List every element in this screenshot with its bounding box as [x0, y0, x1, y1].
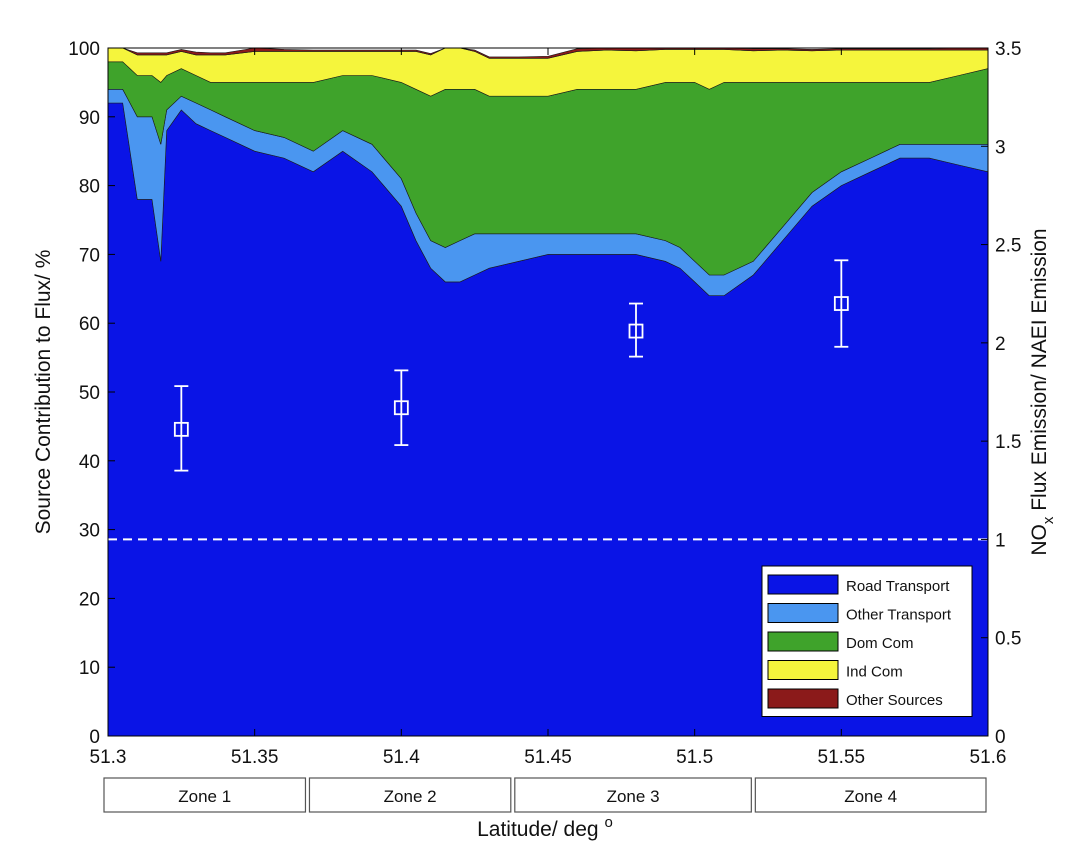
flux-ratio-point	[628, 302, 644, 358]
x-tick-label: 51.6	[970, 747, 1007, 768]
zone-bar: Zone 1 Zone 2 Zone 3 Zone 4	[103, 777, 987, 813]
y-tick-label: 30	[79, 521, 100, 542]
y-tick-label: 20	[79, 589, 100, 610]
zone-1: Zone 1	[103, 777, 307, 813]
flux-ratio-point	[393, 369, 409, 446]
y2-tick-label: 1.5	[995, 432, 1021, 453]
point-marker	[173, 421, 189, 437]
y-tick-label: 10	[79, 658, 100, 679]
x-tick-label: 51.55	[818, 747, 866, 768]
legend-swatch-road-transport	[767, 574, 839, 595]
y-tick-label: 80	[79, 177, 100, 198]
zone-2: Zone 2	[308, 777, 512, 813]
y2-axis-ticks: 0 0.5 1 1.5 2 2.5 3 3.5	[981, 39, 1021, 748]
y-tick-label: 90	[79, 108, 100, 129]
flux-ratio-point	[833, 259, 849, 348]
y-tick-label: 0	[89, 727, 100, 748]
zone-box	[103, 777, 307, 813]
y-tick-label: 70	[79, 245, 100, 266]
zone-3: Zone 3	[514, 777, 752, 813]
legend-swatch-other-transport	[767, 603, 839, 623]
point-marker	[833, 296, 849, 311]
y-tick-label: 60	[79, 314, 100, 335]
legend-label-road-transport: Road Transport	[846, 578, 950, 595]
y-axis-ticks: 0 10 20 30 40 50 60 70 80 90 100	[68, 39, 115, 748]
y-tick-label: 50	[79, 383, 100, 404]
legend-swatch-ind-com	[767, 660, 839, 680]
y2-tick-label: 1	[995, 530, 1006, 551]
y-tick-label: 100	[68, 39, 100, 60]
flux-ratio-points	[173, 259, 849, 472]
y2-tick-label: 0	[995, 727, 1006, 748]
x-tick-label: 51.45	[524, 747, 572, 768]
y2-axis-title-subscript: x	[1040, 516, 1057, 524]
legend-label-ind-com: Ind Com	[846, 664, 903, 681]
x-tick-label: 51.3	[90, 747, 127, 768]
zone-label: Zone 2	[384, 787, 437, 806]
legend-swatch-dom-com	[767, 631, 839, 652]
y-tick-label: 40	[79, 452, 100, 473]
zone-4: Zone 4	[754, 777, 987, 813]
y2-tick-label: 3.5	[995, 39, 1021, 60]
legend-swatch-other-sources	[767, 688, 839, 709]
y2-axis-title-species: NO	[1028, 524, 1051, 556]
zone-label: Zone 4	[844, 787, 897, 806]
flux-ratio-point	[173, 385, 189, 472]
zone-box	[754, 777, 987, 813]
x-axis-title-degree: o	[605, 814, 613, 831]
zone-label: Zone 1	[178, 787, 231, 806]
y2-axis-title: NOx Flux Emission/ NAEI Emission	[1028, 228, 1057, 555]
y-axis-title: Source Contribution to Flux/ %	[32, 250, 55, 535]
legend-label-other-sources: Other Sources	[846, 692, 943, 709]
x-axis-title: Latitude/ deg o	[477, 814, 613, 841]
x-axis-title-text: Latitude/ deg	[477, 818, 598, 841]
x-tick-label: 51.35	[231, 747, 279, 768]
y2-tick-label: 2.5	[995, 236, 1021, 257]
zone-label: Zone 3	[607, 787, 660, 806]
point-marker	[393, 400, 409, 416]
x-tick-label: 51.5	[676, 747, 713, 768]
legend: Road Transport Other Transport Dom Com Ind …	[761, 565, 973, 717]
y2-tick-label: 0.5	[995, 629, 1021, 650]
y2-tick-label: 3	[995, 137, 1006, 158]
zone-box	[308, 777, 512, 813]
point-marker	[628, 323, 644, 339]
x-tick-label: 51.4	[383, 747, 420, 768]
x-axis-ticks: 51.3 51.35 51.4 51.45 51.5 51.55 51.6	[90, 48, 1007, 768]
legend-label-dom-com: Dom Com	[846, 635, 914, 652]
zone-box	[514, 777, 752, 813]
legend-label-other-transport: Other Transport	[846, 607, 952, 624]
y2-tick-label: 2	[995, 334, 1006, 355]
y2-axis-title-rest: Flux Emission/ NAEI Emission	[1028, 228, 1051, 516]
